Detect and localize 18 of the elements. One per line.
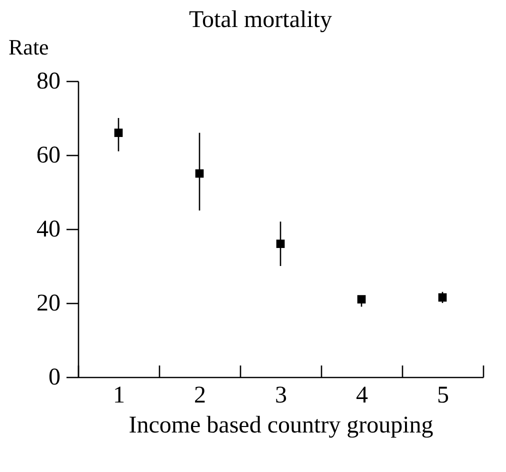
y-tick-label: 40 xyxy=(36,216,60,242)
point xyxy=(195,169,204,178)
y-tick-label: 20 xyxy=(36,290,60,316)
x-tick-label: 3 xyxy=(275,382,287,408)
y-tick-label: 60 xyxy=(36,142,60,168)
point xyxy=(357,295,366,304)
chart-title: Total mortality xyxy=(189,7,332,33)
x-tick-label: 1 xyxy=(113,382,125,408)
y-tick-label: 80 xyxy=(36,68,60,94)
point xyxy=(114,128,123,137)
x-tick-label: 2 xyxy=(194,382,206,408)
y-tick-label: 0 xyxy=(48,364,60,390)
y-axis-title: Rate xyxy=(8,34,49,60)
x-tick-label: 4 xyxy=(356,382,368,408)
point xyxy=(438,293,447,302)
x-tick-label: 5 xyxy=(437,382,449,408)
point xyxy=(276,240,285,248)
x-axis-title: Income based country grouping xyxy=(128,412,434,438)
